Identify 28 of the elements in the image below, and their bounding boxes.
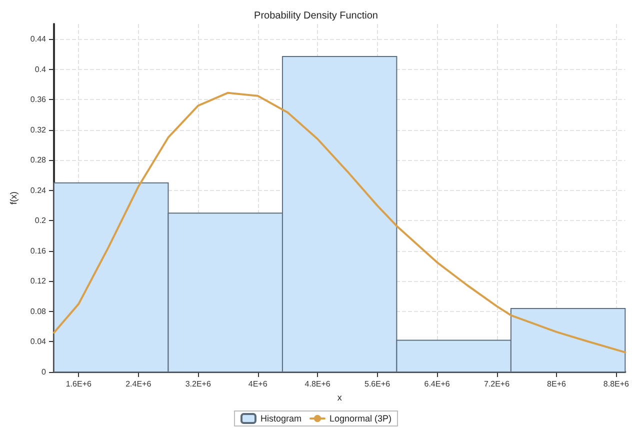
x-tick-label: 8.8E+6 (603, 380, 630, 388)
y-tick-label: 0.2 (34, 216, 47, 226)
x-tick-label: 4E+6 (248, 380, 268, 388)
x-tick-label: 7.2E+6 (484, 380, 510, 388)
chart-title: Probability Density Function (254, 10, 378, 22)
y-tick-label: 0.32 (30, 125, 47, 134)
y-tick-label: 0.36 (30, 95, 47, 104)
y-tick-label: 0.04 (30, 337, 47, 346)
x-tick-label: 4.8E+6 (304, 380, 331, 388)
legend-label: Lognormal (3P) (329, 414, 392, 424)
y-tick-label: 0.16 (30, 246, 47, 256)
x-tick-label: 6.4E+6 (424, 380, 450, 388)
legend-label: Histogram (260, 414, 302, 424)
y-tick-label: 0.44 (30, 34, 47, 44)
x-axis-title: x (337, 392, 342, 402)
y-tick-label: 0.24 (30, 186, 47, 195)
y-axis-title: f(x) (8, 192, 18, 204)
y-tick-label: 0.28 (30, 156, 47, 165)
y-tick-label: 0.12 (30, 276, 47, 286)
y-tick-label: 0.4 (34, 64, 47, 74)
x-tick-label: 3.2E+6 (185, 380, 212, 388)
x-tick-label: 1.6E+6 (66, 380, 92, 388)
x-tick-label: 2.4E+6 (126, 380, 152, 388)
x-tick-label: 8E+6 (547, 380, 566, 388)
x-tick-label: 5.6E+6 (364, 380, 391, 388)
line-series (53, 92, 626, 354)
y-tick-label: 0.08 (30, 306, 47, 316)
y-tick-label: 0 (42, 368, 47, 376)
